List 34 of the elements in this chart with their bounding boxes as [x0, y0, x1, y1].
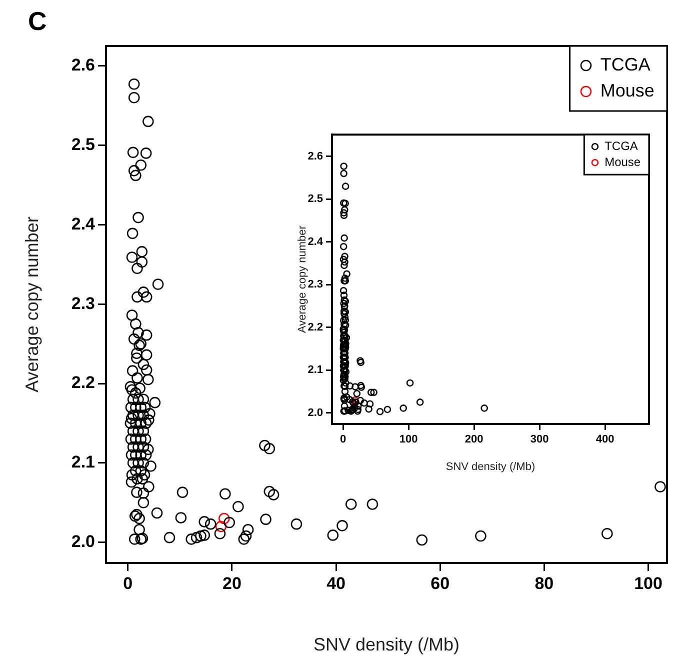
y-tick-label: 2.1: [308, 364, 323, 376]
y-tick-label: 2.6: [71, 56, 95, 75]
legend-label: TCGA: [600, 54, 650, 74]
y-tick-label: 2.1: [71, 452, 95, 472]
x-tick-label: 20: [222, 574, 242, 593]
y-tick-label: 2.0: [71, 532, 95, 552]
x-axis-title: SNV density (/Mb): [446, 460, 536, 473]
x-tick-label: 60: [430, 574, 450, 593]
y-tick-label: 2.5: [71, 134, 95, 154]
x-tick-label: 80: [534, 574, 554, 593]
legend-label: TCGA: [604, 138, 638, 153]
x-tick-label: 200: [464, 434, 484, 446]
y-tick-label: 2.2: [71, 373, 95, 392]
x-tick-label: 0: [123, 574, 133, 593]
legend-label: Mouse: [600, 80, 654, 100]
x-tick-label: 400: [596, 434, 614, 446]
y-tick-label: 2.3: [71, 294, 95, 313]
y-tick-label: 2.6: [308, 150, 323, 162]
x-tick-label: 40: [326, 574, 346, 593]
x-tick-label: 100: [634, 574, 662, 593]
chart-title: C: [28, 6, 47, 36]
y-tick-label: 2.2: [308, 321, 323, 334]
y-tick-label: 2.0: [308, 406, 323, 419]
x-axis-title: SNV density (/Mb): [313, 634, 460, 654]
x-tick-label: 300: [530, 434, 549, 446]
y-tick-label: 2.3: [308, 278, 323, 291]
y-tick-label: 2.4: [71, 214, 96, 234]
x-tick-label: 0: [340, 434, 346, 446]
legend-label: Mouse: [604, 154, 641, 169]
x-tick-label: 100: [399, 434, 418, 446]
y-axis-title: Average copy number: [22, 216, 42, 392]
y-axis-title: Average copy number: [296, 225, 309, 334]
y-tick-label: 2.5: [308, 193, 323, 206]
y-tick-label: 2.4: [308, 236, 324, 248]
